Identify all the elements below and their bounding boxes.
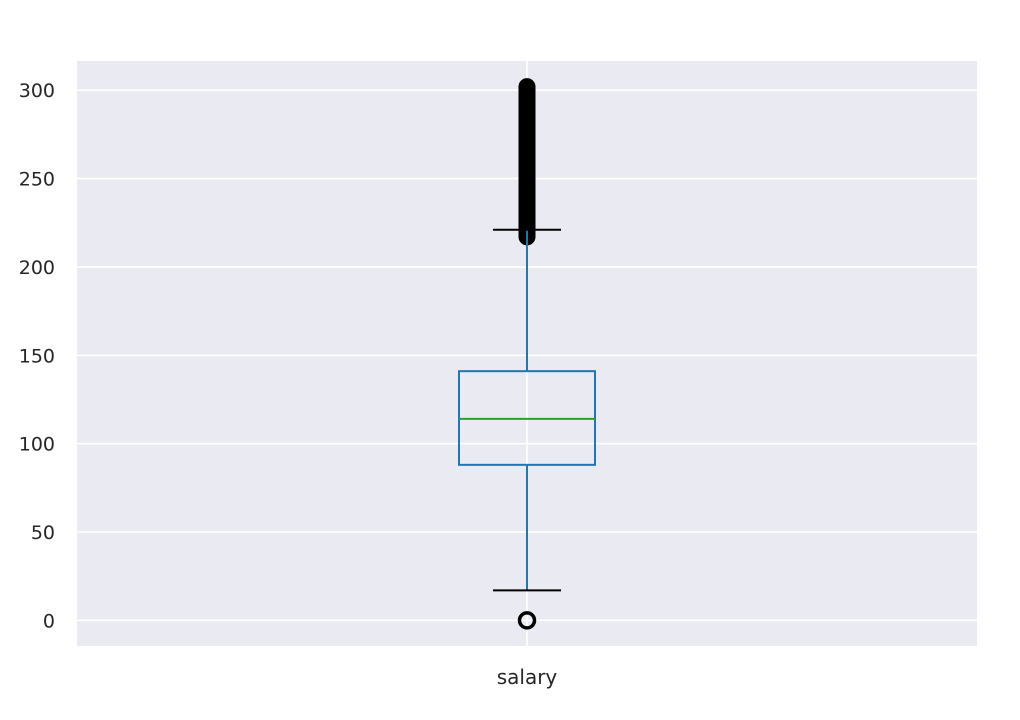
box-series — [458, 78, 596, 630]
outlier-point — [517, 611, 537, 630]
y-tick-label: 300 — [19, 80, 55, 102]
x-axis-ticks: salary — [497, 665, 558, 689]
outlier-point — [518, 78, 536, 96]
y-tick-label: 50 — [31, 522, 55, 544]
y-axis-ticks: 0 50 100 150 200 250 300 — [19, 80, 55, 632]
y-tick-label: 150 — [19, 345, 55, 367]
y-tick-label: 100 — [19, 434, 55, 456]
y-tick-label: 250 — [19, 169, 55, 191]
y-tick-label: 0 — [43, 610, 55, 632]
y-tick-label: 200 — [19, 257, 55, 279]
x-tick-label: salary — [497, 665, 558, 689]
